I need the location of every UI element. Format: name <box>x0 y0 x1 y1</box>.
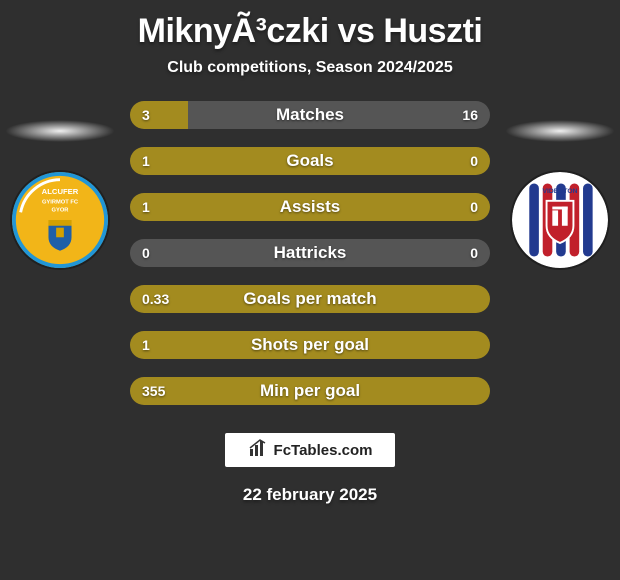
stat-value-left: 0 <box>142 239 150 267</box>
stat-value-right: 0 <box>470 193 478 221</box>
stat-row: Goals10 <box>130 147 490 175</box>
stat-value-left: 1 <box>142 331 150 359</box>
svg-text:ALCUFER: ALCUFER <box>42 187 79 196</box>
team-left-crest-icon: ALCUFER GYIRMOT FC GYOR <box>12 170 108 270</box>
brand-chart-icon <box>248 438 268 462</box>
stat-value-left: 1 <box>142 193 150 221</box>
svg-text:VIDEOTON: VIDEOTON <box>543 188 578 195</box>
team-right-crest-icon: VIDEOTON <box>512 170 608 270</box>
team-right-column: VIDEOTON <box>500 120 620 270</box>
stat-value-right: 16 <box>462 101 478 129</box>
stat-row: Hattricks00 <box>130 239 490 267</box>
stat-value-left: 355 <box>142 377 165 405</box>
team-right-shadow <box>505 120 615 142</box>
team-right-logo: VIDEOTON <box>510 170 610 270</box>
stat-value-right: 0 <box>470 239 478 267</box>
stat-row: Assists10 <box>130 193 490 221</box>
page-title: MiknyÃ³czki vs Huszti <box>0 12 620 51</box>
brand-text: FcTables.com <box>274 442 373 459</box>
stats-list: Matches316Goals10Assists10Hattricks00Goa… <box>130 101 490 405</box>
team-left-shadow <box>5 120 115 142</box>
stat-value-left: 1 <box>142 147 150 175</box>
comparison-card: MiknyÃ³czki vs Huszti Club competitions,… <box>0 0 620 580</box>
brand-badge: FcTables.com <box>225 433 395 467</box>
stat-row: Matches316 <box>130 101 490 129</box>
svg-text:GYOR: GYOR <box>52 207 70 213</box>
stat-value-left: 3 <box>142 101 150 129</box>
stat-row: Shots per goal1 <box>130 331 490 359</box>
team-left-logo: ALCUFER GYIRMOT FC GYOR <box>10 170 110 270</box>
stat-row: Min per goal355 <box>130 377 490 405</box>
svg-text:GYIRMOT FC: GYIRMOT FC <box>42 200 78 206</box>
stat-value-left: 0.33 <box>142 285 169 313</box>
team-left-column: ALCUFER GYIRMOT FC GYOR <box>0 120 120 270</box>
subtitle: Club competitions, Season 2024/2025 <box>0 59 620 77</box>
footer-date: 22 february 2025 <box>0 485 620 505</box>
stat-row: Goals per match0.33 <box>130 285 490 313</box>
stat-value-right: 0 <box>470 147 478 175</box>
